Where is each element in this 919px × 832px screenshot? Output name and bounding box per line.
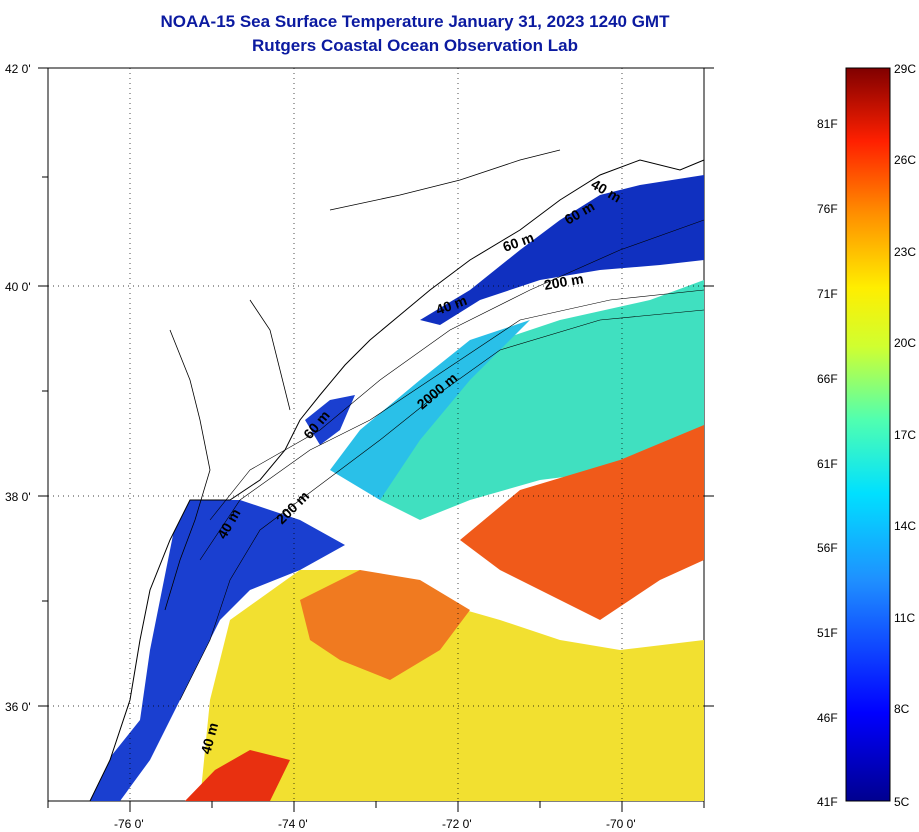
colorbar-celsius-labels: 29C 26C 23C 20C 17C 14C 11C 8C 5C (894, 62, 916, 809)
bathymetry-contour-2 (199, 289, 705, 561)
lat-label: 42 0' (5, 62, 31, 76)
map-subtitle: Rutgers Coastal Ocean Observation Lab (252, 36, 578, 55)
long-island (329, 149, 561, 211)
sst-gulf-stream (460, 425, 704, 620)
sst-cold-shelf-south (80, 500, 345, 801)
lat-label: 36 0' (5, 700, 31, 714)
celsius-label: 11C (894, 611, 915, 625)
colorbar (845, 67, 891, 802)
sst-field (80, 175, 704, 801)
sst-cool-water (350, 280, 704, 520)
sst-orange-patch (300, 570, 470, 680)
fahrenheit-label: 66F (817, 372, 838, 386)
sst-cold-shelf-north (420, 175, 704, 325)
sst-cyan-band (330, 320, 530, 500)
fahrenheit-label: 76F (817, 202, 838, 216)
land-mass (47, 67, 705, 802)
lat-label: 38 0' (5, 490, 31, 504)
fahrenheit-label: 41F (817, 795, 838, 809)
contour-label: 200 m (543, 270, 585, 293)
celsius-label: 14C (894, 519, 916, 533)
chesapeake-bay (164, 329, 211, 611)
colorbar-fahrenheit-labels: 81F 76F 71F 66F 61F 56F 51F 46F 41F (817, 117, 838, 809)
fahrenheit-label: 51F (817, 626, 838, 640)
sst-cold-ny-bight (305, 395, 355, 445)
lon-label: -76 0' (114, 817, 144, 831)
fahrenheit-label: 56F (817, 541, 838, 555)
celsius-label: 20C (894, 336, 916, 350)
bathymetry-contour-3 (179, 309, 705, 701)
celsius-label: 5C (894, 795, 910, 809)
graticule (48, 68, 704, 801)
map-title: NOAA-15 Sea Surface Temperature January … (160, 12, 670, 31)
celsius-label: 23C (894, 245, 916, 259)
lat-label: 40 0' (5, 280, 31, 294)
lon-label: -72 0' (442, 817, 472, 831)
fahrenheit-label: 46F (817, 711, 838, 725)
fahrenheit-label: 81F (817, 117, 838, 131)
contour-label: 40 m (197, 721, 221, 756)
celsius-label: 8C (894, 702, 910, 716)
lon-label: -74 0' (278, 817, 308, 831)
tick-marks (38, 67, 714, 812)
lon-label: -70 0' (606, 817, 636, 831)
celsius-label: 26C (894, 153, 916, 167)
fahrenheit-label: 71F (817, 287, 838, 301)
celsius-label: 17C (894, 428, 916, 442)
fahrenheit-label: 61F (817, 457, 838, 471)
celsius-label: 29C (894, 62, 916, 76)
sst-red-coast (185, 750, 290, 801)
delaware-bay (249, 299, 291, 411)
bathymetry-contour-1 (209, 219, 705, 521)
